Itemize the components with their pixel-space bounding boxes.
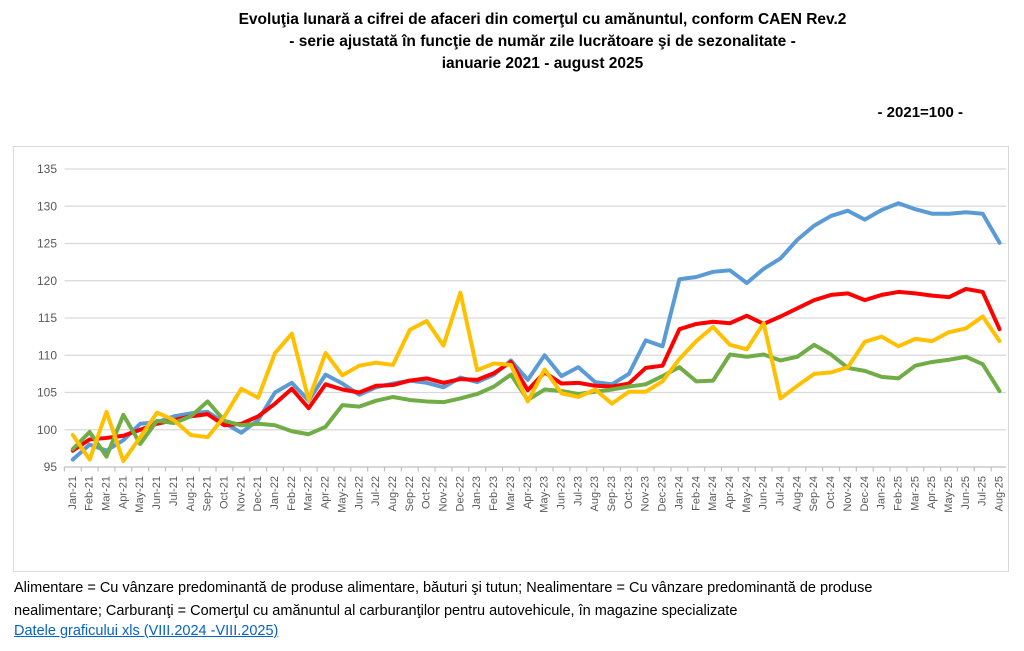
x-axis-tick-label: Mar-23 [505,476,517,511]
retail-turnover-line-chart: 95 100 105 110 115 120 125 130 135 Jan-21 Feb-21 Ma… [37,162,1006,513]
line-series-blue [70,201,1002,462]
chart-frame: 95 100 105 110 115 120 125 130 135 Jan-21 Feb-21 Ma… [13,146,1009,572]
y-axis-tick-label: 100 [37,423,57,437]
x-axis-tick-label: Jan-24 [673,476,685,510]
y-axis-tick-label: 130 [37,199,57,213]
footnote-line-1: Alimentare = Cu vânzare predominantă de … [14,580,873,596]
x-axis-tick-label: Oct-21 [218,476,230,509]
x-axis-tick-label: Jul-23 [572,476,584,506]
x-axis-tick-label: May-21 [134,476,146,513]
index-base-note: - 2021=100 - [877,104,963,121]
x-axis-tick-label: Mar-22 [303,476,315,511]
y-axis-tick-label: 120 [37,274,57,288]
x-axis-tick-label: Apr-24 [724,476,736,509]
chart-title-line-2: - serie ajustată în funcţie de număr zil… [289,33,796,50]
x-axis-tick-label: Jun-23 [555,476,567,510]
x-axis-tick-label: Dec-22 [454,476,466,511]
x-axis-tick-label: Aug-22 [387,476,399,511]
x-axis-tick-label: Mar-21 [101,476,113,511]
x-axis-tick-label: Oct-24 [825,476,837,509]
x-axis-tick-label: Jul-22 [370,476,382,506]
x-axis-tick-label: Oct-22 [421,476,433,509]
line-series-yellow [70,290,1002,464]
x-axis-tick-label: Jun-25 [960,476,972,510]
x-axis-tick-label: Jul-21 [168,476,180,506]
chart-title-line-3: ianuarie 2021 - august 2025 [441,55,644,72]
x-axis-tick-label: Oct-23 [623,476,635,509]
x-axis-tick-label: Jun-22 [353,476,365,510]
x-axis-tick-label: Jan-21 [67,476,79,510]
x-axis-tick-label: May-22 [336,476,348,513]
x-axis-tick-label: Mar-25 [909,476,921,511]
x-axis-tick-label: Nov-24 [842,476,854,511]
x-axis-tick-label: Nov-23 [640,476,652,511]
x-axis-tick-label: Dec-21 [252,476,264,511]
x-axis-tick-label: Aug-24 [791,476,803,511]
x-axis-tick-label: Jan-22 [269,476,281,510]
x-axis-tick-label: May-24 [741,476,753,513]
y-axis-tick-label: 125 [37,237,57,251]
chart-title-line-1: Evoluţia lunară a cifrei de afaceri din … [238,11,847,28]
x-axis-tick-label: Feb-23 [488,476,500,511]
x-axis-tick-label: Dec-23 [657,476,669,511]
x-axis-tick-label: May-23 [539,476,551,513]
x-axis-tick-label: Sep-24 [808,476,820,511]
x-axis-tick-label: Nov-21 [235,476,247,511]
x-axis-tick-label: Sep-23 [606,476,618,511]
x-axis-tick-label: May-25 [943,476,955,513]
x-axis-tick-label: Jan-25 [876,476,888,510]
x-axis-tick-label: Feb-25 [892,476,904,511]
x-axis-tick-label: Apr-25 [926,476,938,509]
x-axis-tick-label: Feb-24 [690,476,702,511]
chart-title: Evoluţia lunară a cifrei de afaceri din … [61,9,1024,75]
y-axis-tick-label: 115 [38,311,57,325]
x-axis-tick-label: Mar-24 [707,476,719,511]
x-axis-tick-label: Jan-23 [471,476,483,510]
x-axis-tick-label: Sep-22 [404,476,416,511]
x-axis-tick-label: Jul-24 [775,476,787,506]
y-axis-tick-label: 95 [44,460,58,474]
footnote-line-2: nealimentare; Carburanţi = Comerţul cu a… [14,602,738,619]
footnote: Alimentare = Cu vânzare predominantă de … [14,577,1014,622]
x-axis-tick-label: Jul-25 [977,476,989,506]
x-axis-tick-label: Feb-22 [286,476,298,511]
y-axis-tick-label: 135 [37,162,57,176]
x-axis-tick-label: Aug-25 [994,476,1006,511]
xls-data-link[interactable]: Datele graficului xls (VIII.2024 -VIII.2… [14,623,279,639]
line-series-green [70,342,1002,459]
x-axis-tick-label: Apr-23 [522,476,534,509]
x-axis-tick-label: Jun-21 [151,476,163,510]
x-axis-tick-label: Aug-21 [185,476,197,511]
x-axis-tick-label: Apr-22 [320,476,332,509]
y-axis-tick-label: 110 [38,348,57,362]
x-axis-tick-label: Aug-23 [589,476,601,511]
x-axis-tick-label: Feb-21 [84,476,96,511]
x-axis-tick-label: Jun-24 [758,476,770,510]
x-axis-tick-label: Sep-21 [202,476,214,511]
x-axis-tick-label: Apr-21 [117,476,129,509]
y-axis-tick-label: 105 [37,386,57,400]
x-axis-tick-label: Dec-24 [859,476,871,511]
x-axis-tick-label: Nov-22 [438,476,450,511]
